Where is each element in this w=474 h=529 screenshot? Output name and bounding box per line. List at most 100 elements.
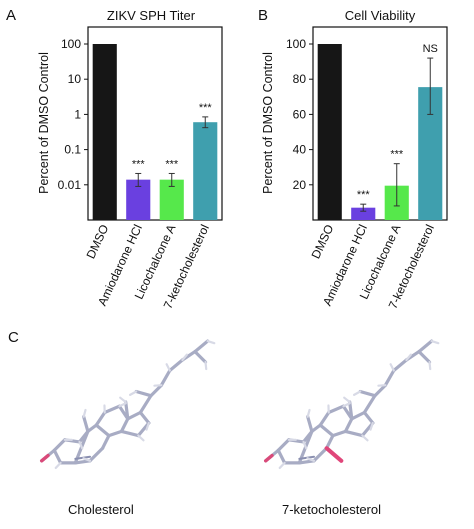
bond bbox=[168, 358, 184, 373]
bond bbox=[306, 415, 314, 433]
significance-label: *** bbox=[132, 158, 146, 170]
bond bbox=[107, 429, 124, 438]
bond bbox=[331, 429, 348, 438]
hydrogen-bond bbox=[306, 408, 311, 418]
bars bbox=[317, 44, 443, 221]
y-axis-label: Percent of DMSO Control bbox=[37, 52, 51, 194]
hydrogen-bond bbox=[82, 408, 87, 418]
hydrogen-bond bbox=[343, 396, 351, 404]
hydrogen-bond bbox=[145, 421, 150, 431]
bond bbox=[276, 448, 287, 465]
hydrogen-bond bbox=[278, 461, 286, 470]
y-ticks: 100 10 1 0.1 0.01 bbox=[58, 37, 88, 192]
category-label: DMSO bbox=[309, 222, 337, 261]
chart-title: ZIKV SPH Titer bbox=[107, 8, 196, 23]
bond bbox=[73, 459, 92, 465]
bond bbox=[358, 389, 377, 398]
error-bars bbox=[135, 116, 209, 187]
bond bbox=[392, 358, 408, 373]
bond bbox=[159, 368, 172, 387]
bond bbox=[94, 423, 111, 438]
panel-letter-b: B bbox=[258, 7, 268, 24]
bond bbox=[193, 350, 208, 364]
bond bbox=[86, 423, 98, 433]
ketone-oxygen bbox=[324, 446, 344, 463]
panel-letter-c: C bbox=[8, 329, 19, 346]
hydrogen-bond bbox=[405, 353, 412, 362]
bond bbox=[124, 400, 130, 421]
hydrogen-bond bbox=[206, 340, 216, 345]
bond bbox=[103, 404, 122, 415]
y-tick-label: 100 bbox=[286, 37, 306, 51]
bond bbox=[297, 459, 316, 465]
y-tick-label: 0.1 bbox=[64, 143, 81, 157]
y-tick-label: 60 bbox=[293, 107, 307, 121]
significance-label: *** bbox=[199, 102, 213, 114]
significance-label: *** bbox=[165, 158, 179, 170]
y-tick-label: 20 bbox=[293, 178, 307, 192]
hydrogen-bond bbox=[128, 390, 138, 396]
chart-cell-viability: Cell Viability Percent of DMSO Control 1… bbox=[261, 8, 448, 311]
significance-label: *** bbox=[390, 149, 404, 161]
bond bbox=[325, 434, 335, 450]
bar-7-ketocholesterol bbox=[193, 122, 218, 220]
hydrogen-bond bbox=[306, 457, 316, 462]
bond bbox=[327, 404, 345, 415]
bars bbox=[92, 44, 218, 220]
bond bbox=[88, 446, 105, 463]
y-axis-label: Percent of DMSO Control bbox=[261, 52, 275, 194]
bond bbox=[348, 400, 354, 421]
bond bbox=[52, 448, 63, 465]
y-tick-label: 1 bbox=[74, 107, 81, 121]
chart-zikv-titer: ZIKV SPH Titer Percent of DMSO Control 1… bbox=[37, 8, 223, 311]
panel-letter-a: A bbox=[6, 7, 16, 24]
bond bbox=[126, 410, 142, 421]
bar-dmso bbox=[317, 44, 342, 220]
bond bbox=[343, 417, 354, 433]
hydrogen-bond bbox=[165, 363, 171, 372]
hydrogen-bond bbox=[389, 363, 395, 372]
bond bbox=[94, 410, 107, 427]
hydrogen-bond bbox=[430, 340, 440, 345]
hydrogen-bond bbox=[342, 402, 351, 408]
hydrogen-bond bbox=[119, 396, 127, 404]
bond bbox=[138, 394, 153, 415]
bond bbox=[310, 423, 322, 433]
bond bbox=[343, 429, 364, 438]
category-label: DMSO bbox=[84, 222, 112, 261]
hydroxyl-oxygen bbox=[264, 453, 274, 463]
hydrogen-bond bbox=[204, 361, 208, 371]
hydrogen-bond bbox=[82, 457, 92, 462]
caption-cholesterol: Cholesterol bbox=[68, 502, 134, 517]
y-tick-label: 40 bbox=[293, 143, 307, 157]
structure-7-ketocholesterol bbox=[264, 339, 440, 470]
hydrogen-bond bbox=[118, 402, 127, 408]
bar-dmso bbox=[92, 44, 117, 220]
error-bars bbox=[360, 57, 434, 212]
bond bbox=[276, 438, 291, 452]
plot-frame bbox=[87, 26, 223, 221]
bond bbox=[318, 410, 331, 427]
bond bbox=[362, 394, 377, 415]
bond bbox=[417, 350, 432, 364]
y-tick-label: 80 bbox=[293, 72, 307, 86]
hydrogen-bond bbox=[428, 361, 432, 371]
bond bbox=[119, 417, 130, 433]
bond bbox=[82, 415, 90, 433]
significance-labels: *** *** *** bbox=[132, 102, 213, 171]
bond bbox=[149, 383, 163, 398]
bond bbox=[318, 423, 335, 438]
bond bbox=[417, 339, 434, 354]
hydrogen-bond bbox=[361, 434, 369, 442]
structure-cholesterol bbox=[40, 339, 216, 470]
hydrogen-bond bbox=[78, 440, 84, 450]
plot-frame bbox=[312, 26, 448, 221]
hydroxyl-oxygen bbox=[40, 453, 50, 463]
bond bbox=[350, 410, 366, 421]
bar-amiodarone-hcl bbox=[351, 207, 376, 220]
bond bbox=[362, 410, 375, 425]
hydrogen-bond bbox=[54, 461, 62, 470]
